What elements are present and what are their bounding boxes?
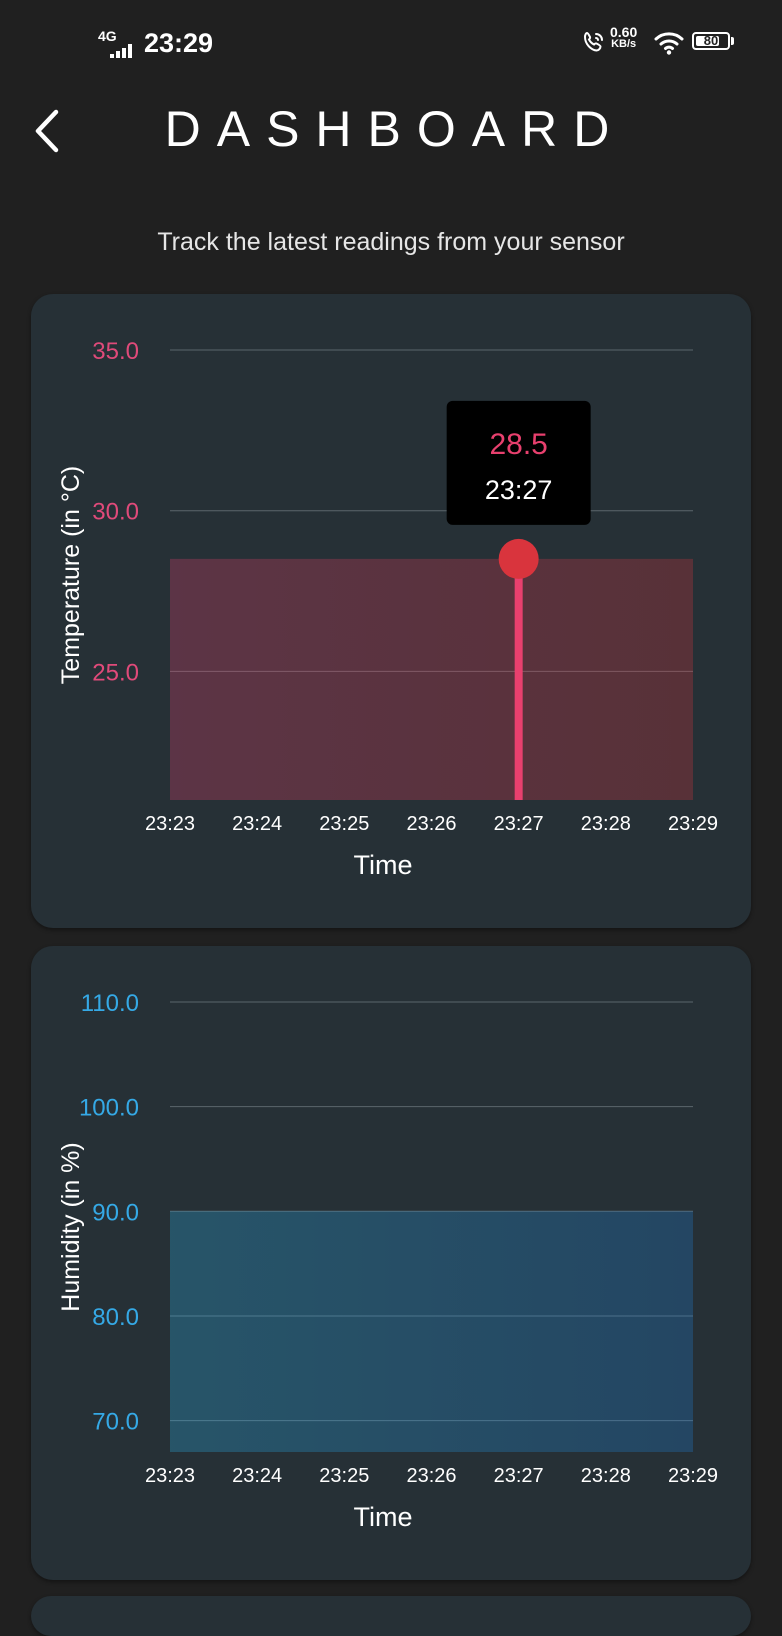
page-title: DASHBOARD	[164, 101, 626, 157]
x-tick-label: 23:28	[581, 1465, 631, 1487]
y-axis-title: Humidity (in %)	[57, 1142, 85, 1311]
y-tick-label: 110.0	[81, 990, 139, 1017]
tooltip-value: 28.5	[489, 428, 547, 461]
signal-icon	[110, 44, 132, 58]
temperature-chart-card: 35.0 30.0 25.0 23:23 23:24 23:25 23:26 23:27 23:…	[31, 294, 751, 928]
y-tick-label: 25.0	[92, 659, 139, 686]
wifi-icon	[654, 32, 684, 55]
y-tick-label: 70.0	[92, 1409, 139, 1436]
status-time: 23:29	[144, 28, 214, 58]
x-tick-label: 23:28	[581, 813, 631, 835]
y-axis-title: Temperature (in °C)	[57, 466, 85, 684]
tooltip-point[interactable]	[498, 538, 539, 579]
series-area	[170, 558, 693, 800]
next-chart-card	[31, 1596, 751, 1636]
x-tick-label: 23:24	[232, 813, 282, 835]
x-tick-label: 23:29	[668, 813, 718, 835]
y-tick-label: 30.0	[92, 499, 139, 526]
humidity-chart-card: 110.0 100.0 90.0 80.0 70.0 23:23 23:24 23:25 23:…	[31, 946, 751, 1580]
wifi-call-icon	[583, 31, 603, 52]
status-right: 0.60 KB/s 80	[582, 24, 742, 60]
tooltip-box	[446, 400, 591, 525]
x-axis-title: Time	[354, 1502, 413, 1532]
battery-icon: 80	[692, 32, 730, 50]
x-tick-label: 23:26	[406, 1465, 456, 1487]
x-tick-label: 23:23	[145, 1465, 195, 1487]
x-tick-label: 23:26	[406, 813, 456, 835]
battery-level: 80	[703, 33, 719, 48]
y-tick-label: 80.0	[92, 1304, 139, 1331]
x-tick-label: 23:27	[494, 813, 544, 835]
chevron-left-icon[interactable]	[30, 106, 66, 156]
battery-fill	[696, 36, 720, 46]
page-subtitle: Track the latest readings from your sens…	[157, 228, 625, 256]
x-tick-label: 23:27	[494, 1465, 544, 1487]
network-speed: 0.60 KB/s	[610, 24, 638, 50]
y-tick-label: 90.0	[92, 1199, 139, 1226]
x-tick-label: 23:25	[319, 813, 369, 835]
temperature-chart[interactable]: 35.0 30.0 25.0 23:23 23:24 23:25 23:26 23:27 23:…	[31, 294, 751, 928]
series-area	[170, 1211, 693, 1452]
y-tick-label: 100.0	[79, 1095, 139, 1122]
x-tick-label: 23:29	[668, 1465, 718, 1487]
y-tick-label: 35.0	[92, 338, 139, 365]
speed-unit: KB/s	[611, 38, 637, 50]
x-tick-label: 23:25	[319, 1465, 369, 1487]
network-type: 4G	[98, 28, 117, 44]
tooltip-time: 23:27	[485, 475, 553, 505]
x-tick-label: 23:23	[145, 813, 195, 835]
x-axis-title: Time	[354, 850, 413, 880]
speed-value: 0.60	[610, 24, 638, 40]
x-tick-label: 23:24	[232, 1465, 282, 1487]
battery-tip	[731, 37, 734, 45]
humidity-chart[interactable]: 110.0 100.0 90.0 80.0 70.0 23:23 23:24 23:25 23:…	[31, 946, 751, 1580]
status-bar: 4G 23:29 0.60 KB/s 80	[0, 0, 782, 80]
